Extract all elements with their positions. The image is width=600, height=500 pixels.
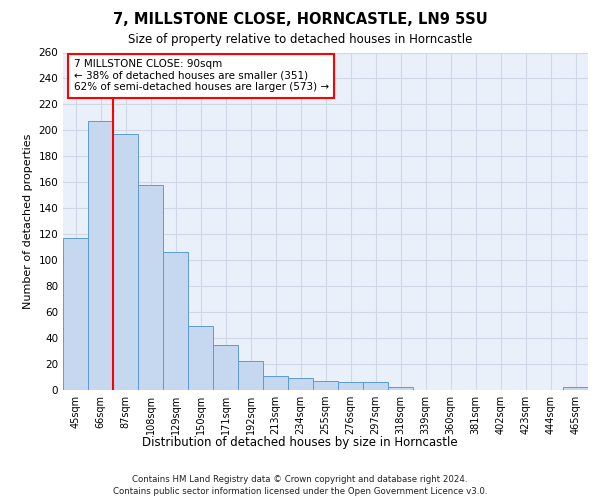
- Bar: [188, 326, 213, 390]
- Bar: [313, 381, 338, 390]
- Text: Size of property relative to detached houses in Horncastle: Size of property relative to detached ho…: [128, 32, 472, 46]
- Text: 7, MILLSTONE CLOSE, HORNCASTLE, LN9 5SU: 7, MILLSTONE CLOSE, HORNCASTLE, LN9 5SU: [113, 12, 487, 28]
- Bar: [363, 382, 388, 390]
- Text: Distribution of detached houses by size in Horncastle: Distribution of detached houses by size …: [142, 436, 458, 449]
- Bar: [238, 362, 263, 390]
- Bar: [138, 185, 163, 390]
- Bar: [63, 238, 88, 390]
- Bar: [563, 388, 588, 390]
- Bar: [263, 376, 288, 390]
- Bar: [113, 134, 138, 390]
- Bar: [338, 382, 363, 390]
- Y-axis label: Number of detached properties: Number of detached properties: [23, 134, 33, 309]
- Bar: [213, 344, 238, 390]
- Bar: [288, 378, 313, 390]
- Bar: [88, 122, 113, 390]
- Text: 7 MILLSTONE CLOSE: 90sqm
← 38% of detached houses are smaller (351)
62% of semi-: 7 MILLSTONE CLOSE: 90sqm ← 38% of detach…: [74, 59, 329, 92]
- Bar: [388, 388, 413, 390]
- Text: Contains HM Land Registry data © Crown copyright and database right 2024.
Contai: Contains HM Land Registry data © Crown c…: [113, 474, 487, 496]
- Bar: [163, 252, 188, 390]
